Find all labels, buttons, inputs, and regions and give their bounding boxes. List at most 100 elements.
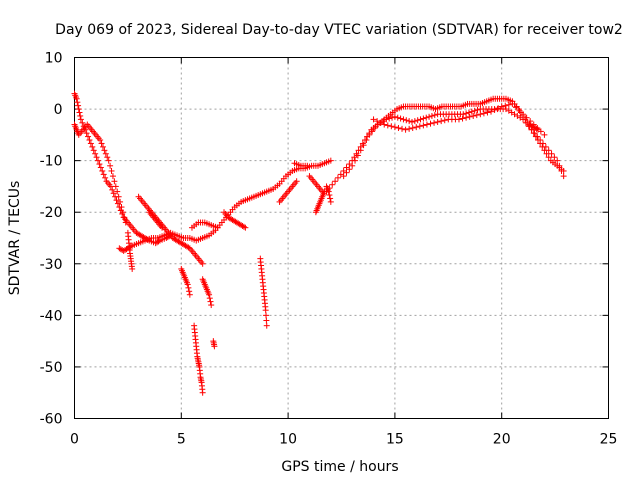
data-point bbox=[431, 119, 438, 126]
data-point bbox=[427, 120, 434, 127]
data-point bbox=[460, 111, 467, 118]
x-tick-label: 20 bbox=[493, 432, 511, 448]
data-point bbox=[199, 389, 206, 396]
data-point bbox=[102, 150, 109, 157]
data-point bbox=[115, 193, 122, 200]
data-point bbox=[83, 130, 90, 137]
data-point bbox=[185, 244, 192, 251]
data-point bbox=[263, 317, 270, 324]
data-point bbox=[509, 100, 516, 107]
y-tick-label: -30 bbox=[40, 257, 63, 273]
y-tick-label: -40 bbox=[40, 308, 63, 324]
data-point bbox=[409, 124, 416, 131]
data-point bbox=[242, 224, 249, 231]
data-point bbox=[551, 154, 558, 161]
data-point bbox=[438, 118, 445, 125]
data-point bbox=[369, 128, 376, 135]
data-point bbox=[98, 140, 105, 147]
data-point bbox=[391, 113, 398, 120]
data-point bbox=[206, 295, 213, 302]
data-point bbox=[340, 173, 347, 180]
data-point bbox=[441, 117, 448, 124]
data-point bbox=[99, 167, 106, 174]
data-point bbox=[411, 118, 418, 125]
data-point bbox=[117, 198, 124, 205]
data-point bbox=[374, 118, 381, 125]
data-point bbox=[473, 112, 480, 119]
data-point bbox=[118, 204, 125, 211]
x-tick-labels: 0 5 10 15 20 25 bbox=[70, 432, 617, 448]
x-tick-label: 25 bbox=[600, 432, 618, 448]
data-point bbox=[109, 186, 116, 193]
data-point bbox=[477, 111, 484, 118]
data-point bbox=[75, 102, 82, 109]
data-point bbox=[423, 121, 430, 128]
data-point bbox=[327, 157, 334, 164]
data-point bbox=[399, 125, 406, 132]
axis-ticks bbox=[74, 57, 609, 419]
data-point bbox=[211, 343, 218, 350]
data-point bbox=[463, 114, 470, 121]
x-tick-label: 0 bbox=[70, 432, 79, 448]
data-point bbox=[384, 122, 391, 129]
data-point bbox=[85, 133, 92, 140]
data-point bbox=[455, 116, 462, 123]
data-point bbox=[420, 115, 427, 122]
data-point bbox=[531, 130, 538, 137]
data-point bbox=[343, 169, 350, 176]
data-point bbox=[97, 164, 104, 171]
plot-frame bbox=[74, 57, 609, 419]
data-point bbox=[488, 108, 495, 115]
data-point bbox=[105, 157, 112, 164]
x-axis-label: GPS time / hours bbox=[281, 459, 398, 475]
data-point bbox=[420, 122, 427, 129]
data-point bbox=[110, 190, 117, 197]
data-point bbox=[108, 167, 115, 174]
data-point bbox=[262, 307, 269, 314]
data-point bbox=[357, 147, 364, 154]
data-point bbox=[505, 101, 512, 108]
data-point bbox=[77, 116, 84, 123]
data-point bbox=[474, 106, 481, 113]
data-point bbox=[377, 119, 384, 126]
x-tick-label: 15 bbox=[386, 432, 404, 448]
data-point bbox=[208, 302, 215, 309]
data-point bbox=[99, 143, 106, 150]
y-tick-label: -50 bbox=[40, 360, 63, 376]
data-point bbox=[111, 178, 118, 185]
data-point bbox=[542, 143, 549, 150]
data-point bbox=[548, 150, 555, 157]
data-point bbox=[102, 174, 109, 181]
y-tick-label: -10 bbox=[40, 154, 63, 170]
data-point bbox=[426, 113, 433, 120]
data-point bbox=[293, 178, 300, 185]
data-point bbox=[184, 281, 191, 288]
chart-title: Day 069 of 2023, Sidereal Day-to-day VTE… bbox=[55, 22, 623, 38]
data-point bbox=[129, 265, 136, 272]
data-point bbox=[207, 298, 214, 305]
data-point bbox=[73, 95, 80, 102]
data-point bbox=[403, 117, 410, 124]
data-point bbox=[413, 124, 420, 131]
data-point bbox=[97, 137, 104, 144]
data-point bbox=[545, 154, 552, 161]
data-point bbox=[491, 106, 498, 113]
data-point bbox=[545, 147, 552, 154]
data-point bbox=[121, 214, 128, 221]
data-point bbox=[535, 126, 542, 133]
data-point bbox=[96, 161, 103, 168]
data-point bbox=[332, 178, 339, 185]
data-point bbox=[534, 133, 541, 140]
data-point bbox=[113, 197, 120, 204]
data-point bbox=[434, 118, 441, 125]
data-point bbox=[522, 119, 529, 126]
y-tick-label: -60 bbox=[40, 412, 63, 428]
data-point bbox=[465, 109, 472, 116]
data-point bbox=[391, 124, 398, 131]
data-point bbox=[498, 103, 505, 110]
data-point bbox=[516, 107, 523, 114]
data-point bbox=[114, 188, 121, 195]
data-point bbox=[539, 140, 546, 147]
data-point bbox=[199, 260, 206, 267]
data-point bbox=[326, 192, 333, 199]
